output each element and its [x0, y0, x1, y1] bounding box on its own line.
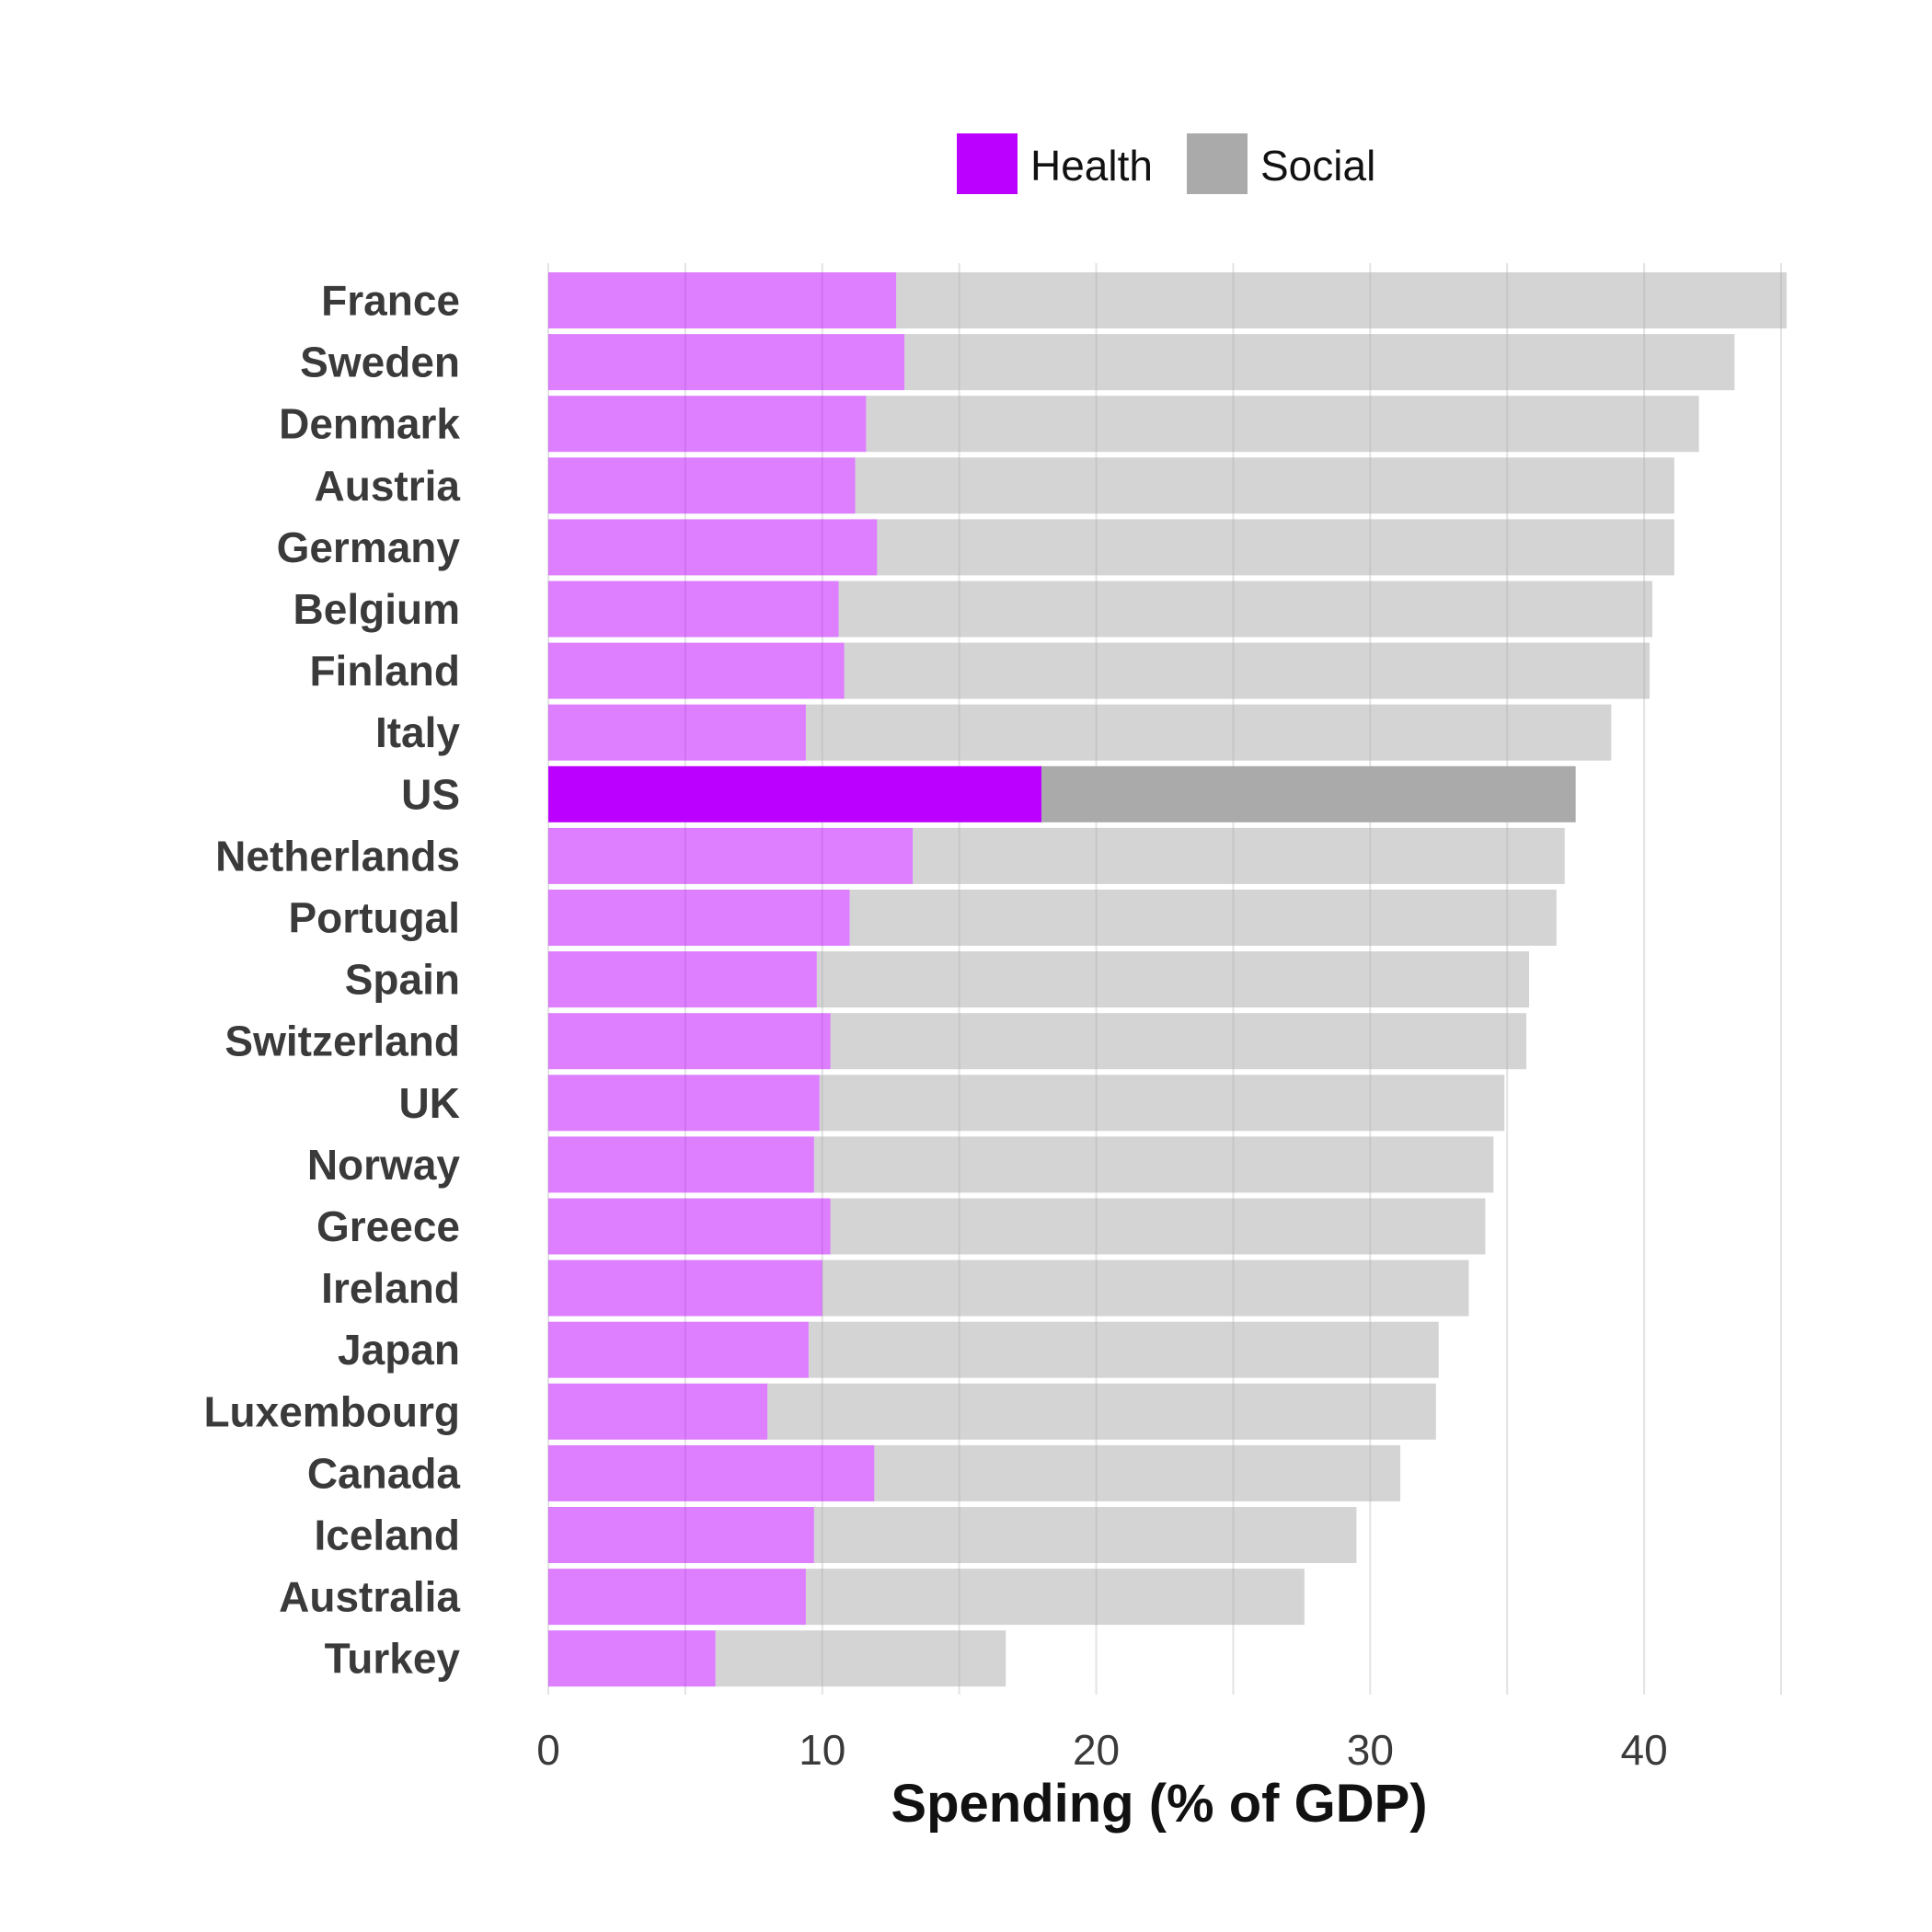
category-label-finland: Finland [309, 647, 460, 695]
bar-health-uk [548, 1075, 820, 1132]
category-labels: France Sweden Denmark Austria Germany Belgium… [203, 277, 460, 1683]
bar-health-turkey [548, 1630, 716, 1687]
bar-health-iceland [548, 1507, 814, 1563]
category-label-sweden: Sweden [300, 339, 460, 386]
category-label-turkey: Turkey [325, 1635, 461, 1683]
category-label-denmark: Denmark [279, 400, 460, 448]
bar-social-japan [808, 1321, 1439, 1378]
legend: Health Social [957, 133, 1375, 194]
x-tick-labels: 0 10 20 30 40 [536, 1726, 1667, 1774]
bar-social-france [896, 272, 1787, 328]
bar-health-australia [548, 1569, 806, 1626]
bar-health-japan [548, 1321, 809, 1378]
category-label-netherlands: Netherlands [215, 832, 460, 880]
bar-health-france [548, 272, 897, 328]
category-label-portugal: Portugal [288, 894, 460, 942]
bar-health-austria [548, 457, 856, 514]
x-tick-label: 10 [799, 1726, 845, 1774]
bar-social-ireland [822, 1259, 1469, 1317]
category-label-us: US [401, 770, 460, 818]
bar-social-sweden [904, 334, 1735, 391]
bar-health-ireland [548, 1259, 822, 1317]
category-label-ireland: Ireland [321, 1264, 460, 1312]
bar-health-germany [548, 519, 878, 576]
bar-social-portugal [849, 890, 1557, 946]
bar-social-turkey [715, 1630, 1006, 1687]
category-label-france: France [321, 277, 460, 325]
legend-label-social: Social [1260, 142, 1375, 190]
bar-health-sweden [548, 334, 905, 391]
x-tick-label: 40 [1621, 1726, 1668, 1774]
bar-health-us [548, 765, 1041, 822]
bar-health-denmark [548, 396, 867, 453]
category-label-japan: Japan [338, 1326, 460, 1374]
category-label-spain: Spain [345, 956, 460, 1004]
category-label-luxembourg: Luxembourg [203, 1387, 460, 1435]
bar-social-italy [805, 704, 1612, 761]
bar-health-netherlands [548, 827, 914, 884]
bar-health-spain [548, 951, 817, 1008]
bars [548, 272, 1787, 1687]
category-label-norway: Norway [307, 1141, 461, 1189]
bar-social-belgium [838, 581, 1653, 638]
legend-label-health: Health [1030, 142, 1153, 190]
bar-social-australia [805, 1569, 1305, 1626]
category-label-germany: Germany [277, 523, 461, 571]
bar-health-portugal [548, 890, 850, 946]
x-tick-label: 0 [536, 1726, 560, 1774]
category-label-australia: Australia [279, 1573, 460, 1621]
bar-health-italy [548, 704, 806, 761]
category-label-canada: Canada [307, 1449, 461, 1497]
bar-social-iceland [813, 1507, 1357, 1563]
bar-health-canada [548, 1444, 875, 1501]
x-axis-title: Spending (% of GDP) [891, 1774, 1427, 1834]
bar-social-uk [819, 1075, 1505, 1132]
bar-social-canada [874, 1444, 1401, 1501]
bar-social-netherlands [913, 827, 1565, 884]
bar-health-luxembourg [548, 1383, 768, 1440]
bar-social-finland [844, 642, 1650, 699]
category-label-greece: Greece [316, 1202, 460, 1250]
bar-health-norway [548, 1136, 814, 1193]
bar-health-greece [548, 1198, 831, 1255]
bar-social-us [1041, 765, 1576, 822]
category-label-switzerland: Switzerland [224, 1018, 460, 1065]
legend-swatch-social [1187, 133, 1248, 194]
bar-social-greece [830, 1198, 1486, 1255]
legend-swatch-health [957, 133, 1018, 194]
bar-social-luxembourg [767, 1383, 1436, 1440]
bar-health-finland [548, 642, 845, 699]
bar-health-belgium [548, 581, 839, 638]
category-label-austria: Austria [315, 462, 461, 510]
bar-social-denmark [866, 396, 1699, 453]
category-label-belgium: Belgium [293, 585, 460, 633]
bar-health-switzerland [548, 1013, 831, 1070]
category-label-iceland: Iceland [314, 1512, 460, 1559]
bar-social-germany [877, 519, 1674, 576]
bar-social-austria [855, 457, 1674, 514]
x-tick-label: 30 [1347, 1726, 1394, 1774]
category-label-uk: UK [399, 1079, 460, 1127]
bar-social-switzerland [830, 1013, 1527, 1070]
x-tick-label: 20 [1073, 1726, 1120, 1774]
bar-social-norway [813, 1136, 1494, 1193]
bar-social-spain [816, 951, 1530, 1008]
category-label-italy: Italy [375, 708, 460, 756]
